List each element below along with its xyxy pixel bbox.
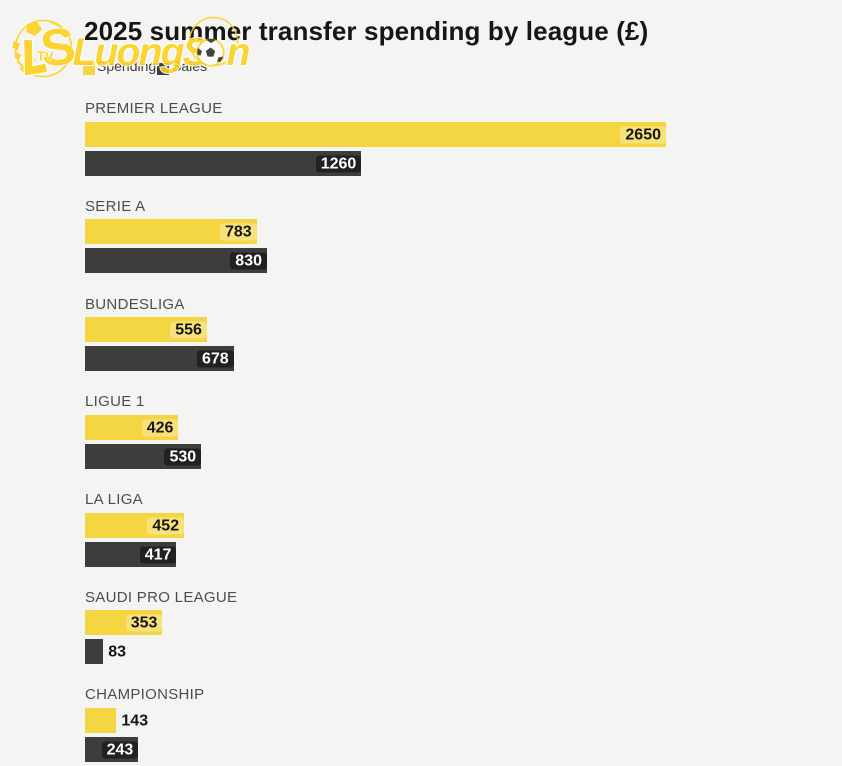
svg-text:n: n <box>227 31 251 74</box>
svg-text:S: S <box>37 17 78 79</box>
svg-text:.TV: .TV <box>34 49 55 64</box>
svg-text:LuongS: LuongS <box>73 31 209 74</box>
